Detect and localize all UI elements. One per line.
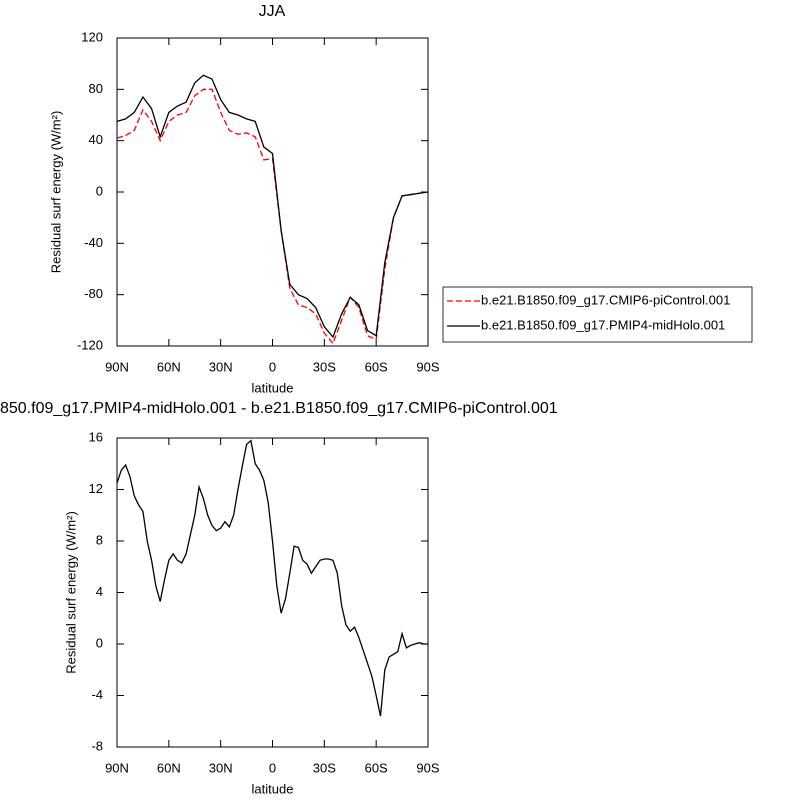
x-axis-label: latitude xyxy=(252,781,294,796)
x-tick-label: 60N xyxy=(157,359,181,374)
x-tick-label: 90S xyxy=(416,760,439,775)
x-tick-label: 60S xyxy=(365,359,388,374)
y-axis-label: Residual surf energy (W/m²) xyxy=(63,511,78,674)
data-line xyxy=(116,439,428,717)
y-tick-label: 80 xyxy=(89,81,103,96)
x-tick-label: 90N xyxy=(105,760,129,775)
x-tick-label: 30S xyxy=(313,760,336,775)
y-tick-label: 40 xyxy=(89,132,103,147)
plot-frame xyxy=(116,437,429,748)
y-tick-label: -80 xyxy=(84,286,103,301)
x-tick-label: 30N xyxy=(209,359,233,374)
x-tick-label: 90N xyxy=(105,359,129,374)
y-tick-label: -4 xyxy=(91,687,103,702)
y-tick-label: 0 xyxy=(96,635,103,650)
y-tick-label: -40 xyxy=(84,235,103,250)
y-tick-label: 4 xyxy=(96,584,103,599)
x-tick-label: 0 xyxy=(269,760,276,775)
y-tick-label: 0 xyxy=(96,183,103,198)
data-line xyxy=(116,74,429,339)
y-tick-label: 12 xyxy=(89,481,103,496)
chart-title: JJA xyxy=(259,3,286,20)
x-tick-label: 60N xyxy=(157,760,181,775)
y-tick-label: -8 xyxy=(91,738,103,753)
x-tick-label: 30N xyxy=(209,760,233,775)
y-tick-label: 120 xyxy=(81,29,103,44)
legend-box xyxy=(442,286,753,343)
y-tick-label: 8 xyxy=(96,532,103,547)
legend-label: b.e21.B1850.f09_g17.CMIP6-piControl.001 xyxy=(481,292,730,307)
y-tick-label: -120 xyxy=(77,337,103,352)
plot-frame xyxy=(116,37,429,347)
y-tick-label: 16 xyxy=(89,429,103,444)
legend-label: b.e21.B1850.f09_g17.PMIP4-midHolo.001 xyxy=(481,317,725,332)
y-axis-label: Residual surf energy (W/m²) xyxy=(48,111,63,274)
x-tick-label: 90S xyxy=(416,359,439,374)
x-tick-label: 60S xyxy=(365,760,388,775)
x-tick-label: 0 xyxy=(269,359,276,374)
chart-title: 850.f09_g17.PMIP4-midHolo.001 - b.e21.B1… xyxy=(0,400,558,417)
x-tick-label: 30S xyxy=(313,359,336,374)
x-axis-label: latitude xyxy=(252,380,294,395)
